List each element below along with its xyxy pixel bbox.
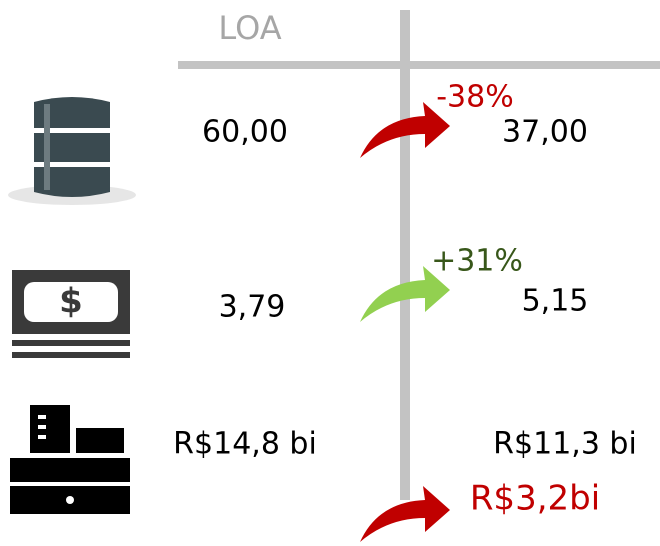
key: [38, 435, 46, 439]
cash-register-icon: [10, 405, 130, 514]
arrow-up: [360, 266, 450, 322]
change-value: -38%: [436, 80, 514, 115]
body: [10, 458, 130, 482]
key: [38, 415, 46, 419]
stack-line: [12, 352, 130, 358]
before-value: 3,79: [219, 290, 286, 325]
after-value: R$11,3 bi: [493, 427, 637, 462]
header-title: LOA: [218, 9, 281, 47]
bill-inner: [24, 282, 118, 322]
dollar-sign: $: [59, 282, 83, 322]
before-value: R$14,8 bi: [173, 427, 317, 462]
highlight: [44, 104, 50, 190]
barrel: [34, 97, 110, 197]
arrow-down: [360, 102, 450, 158]
after-value: 37,00: [502, 115, 588, 150]
oil-barrel-icon: [8, 97, 136, 205]
header-rule: [178, 61, 660, 69]
key: [38, 425, 46, 429]
arrow-down: [360, 486, 450, 542]
change-value: +31%: [431, 244, 523, 279]
screen: [76, 428, 124, 453]
handle: [66, 496, 74, 504]
change-value: R$3,2bi: [470, 479, 600, 519]
band: [34, 128, 110, 133]
before-value: 60,00: [202, 115, 288, 150]
display: [30, 405, 70, 453]
after-value: 5,15: [522, 284, 589, 319]
band: [34, 162, 110, 167]
money-icon: $: [12, 270, 130, 358]
stack-line: [12, 340, 130, 346]
divider: [400, 10, 410, 500]
